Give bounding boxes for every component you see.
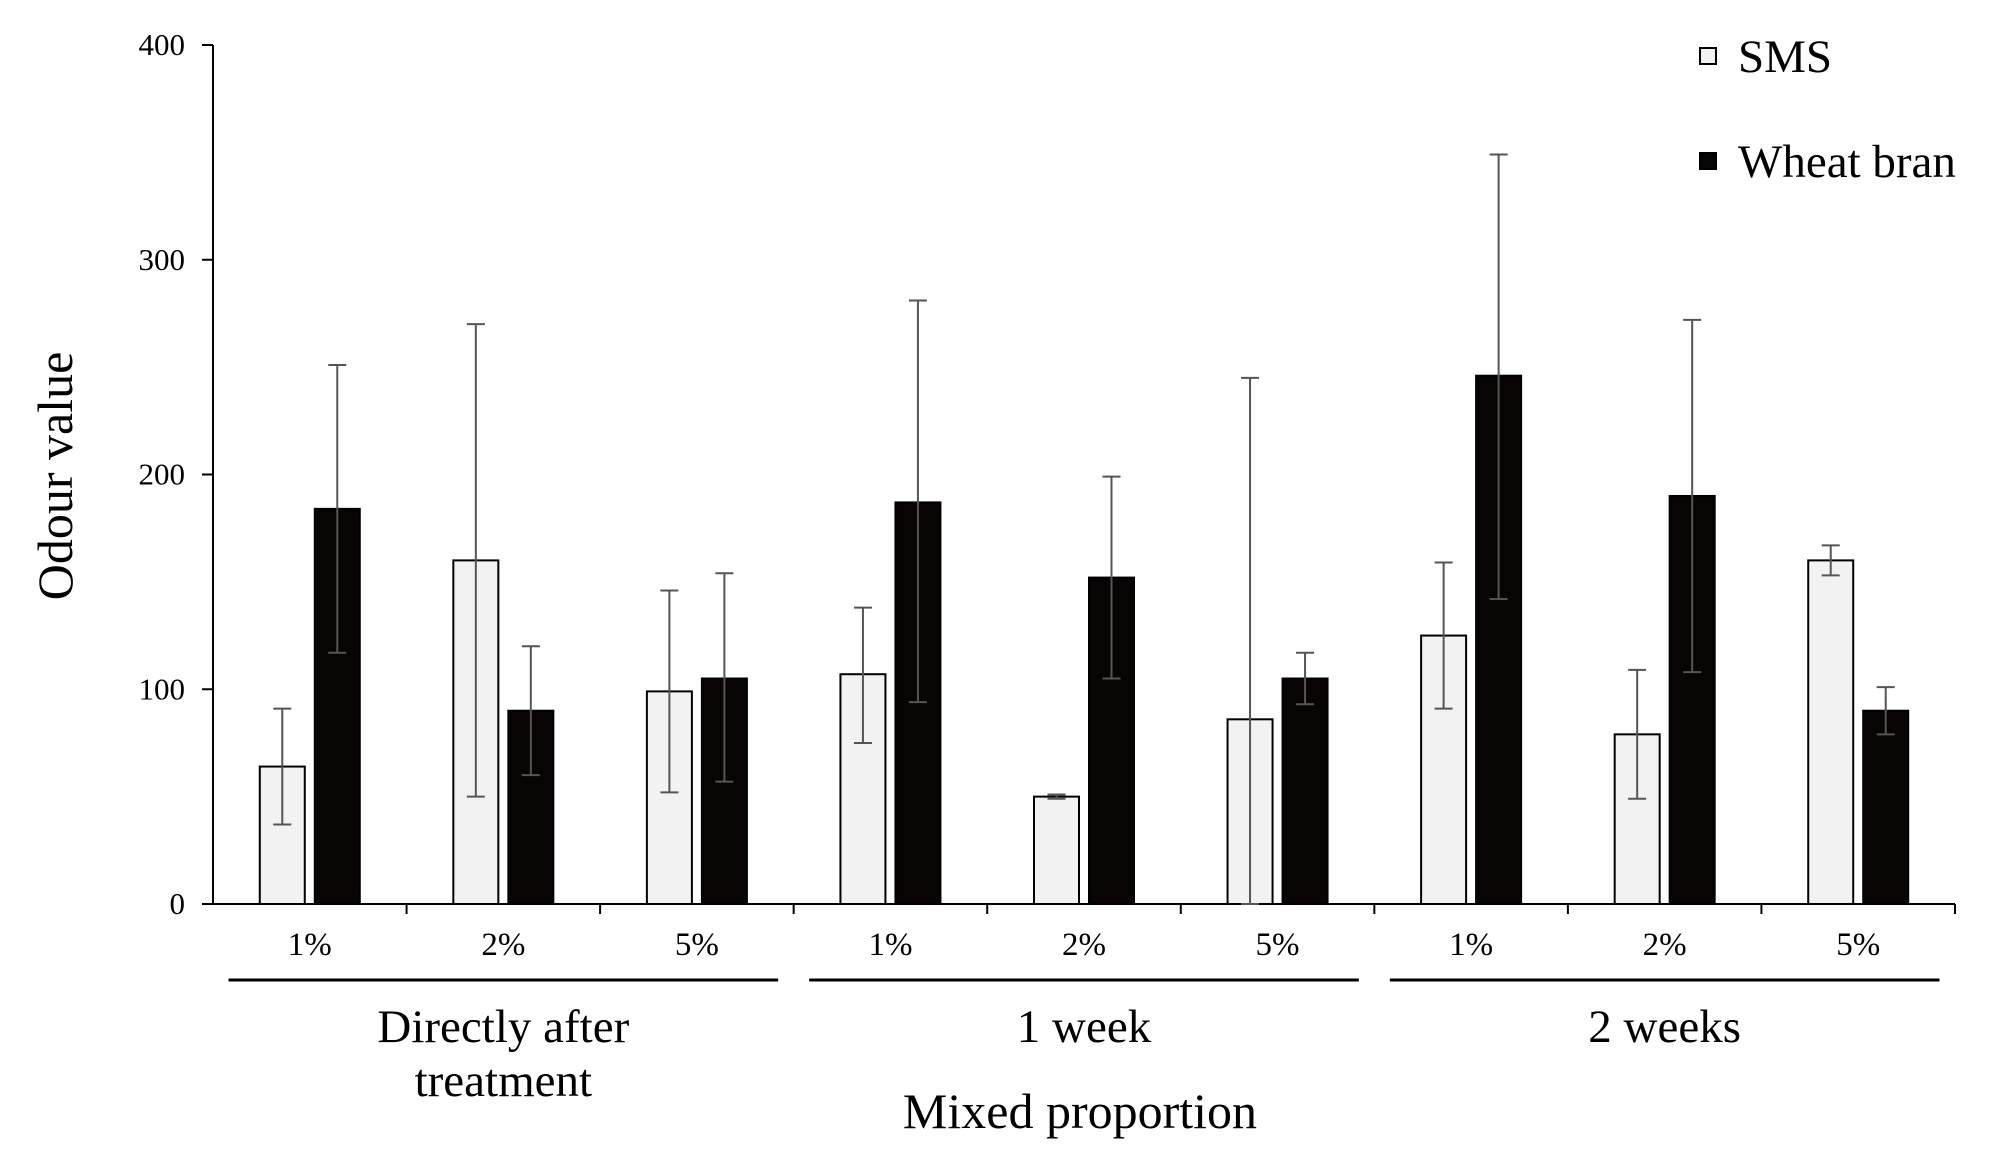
- bar-wheat-bran: [1862, 709, 1910, 905]
- error-bars: [273, 153, 1895, 905]
- y-axis-title: Odour value: [27, 352, 83, 601]
- x-category-label: 1%: [288, 927, 332, 963]
- legend-swatch-sms: [1699, 47, 1717, 65]
- axes: [202, 44, 1956, 982]
- x-category-label: 5%: [1256, 927, 1300, 963]
- x-category-label: 2%: [1643, 927, 1687, 963]
- x-category-label: 5%: [1836, 927, 1880, 963]
- group-label: treatment: [415, 1055, 592, 1107]
- bars: [258, 374, 1910, 906]
- x-category-label: 2%: [481, 927, 525, 963]
- bar-sms: [1033, 795, 1080, 905]
- group-label: 2 weeks: [1588, 1001, 1741, 1053]
- bar-sms: [1807, 559, 1855, 906]
- x-category-label: 5%: [675, 927, 719, 963]
- x-axis-title: Mixed proportion: [903, 1083, 1257, 1139]
- x-category-label: 2%: [1062, 927, 1106, 963]
- y-tick-label: 400: [139, 27, 186, 62]
- group-label: 1 week: [1017, 1001, 1152, 1053]
- legend-label: SMS: [1738, 31, 1832, 83]
- axis-labels: 0 100 200 300 400 1% 2% 5% 1% 2% 5% 1% 2% 5% Directly …: [139, 27, 1881, 1107]
- y-tick-label: 300: [139, 242, 186, 277]
- legend: SMS Wheat bran: [1699, 31, 1956, 188]
- x-category-label: 1%: [1449, 927, 1493, 963]
- bar-wheat-bran: [1281, 677, 1329, 906]
- y-tick-label: 0: [170, 886, 186, 921]
- y-tick-label: 100: [139, 671, 186, 706]
- y-tick-label: 200: [139, 457, 186, 492]
- x-category-label: 1%: [868, 927, 912, 963]
- legend-label: Wheat bran: [1738, 136, 1956, 188]
- legend-swatch-wheat-bran: [1699, 152, 1717, 170]
- group-label: Directly after: [377, 1001, 629, 1053]
